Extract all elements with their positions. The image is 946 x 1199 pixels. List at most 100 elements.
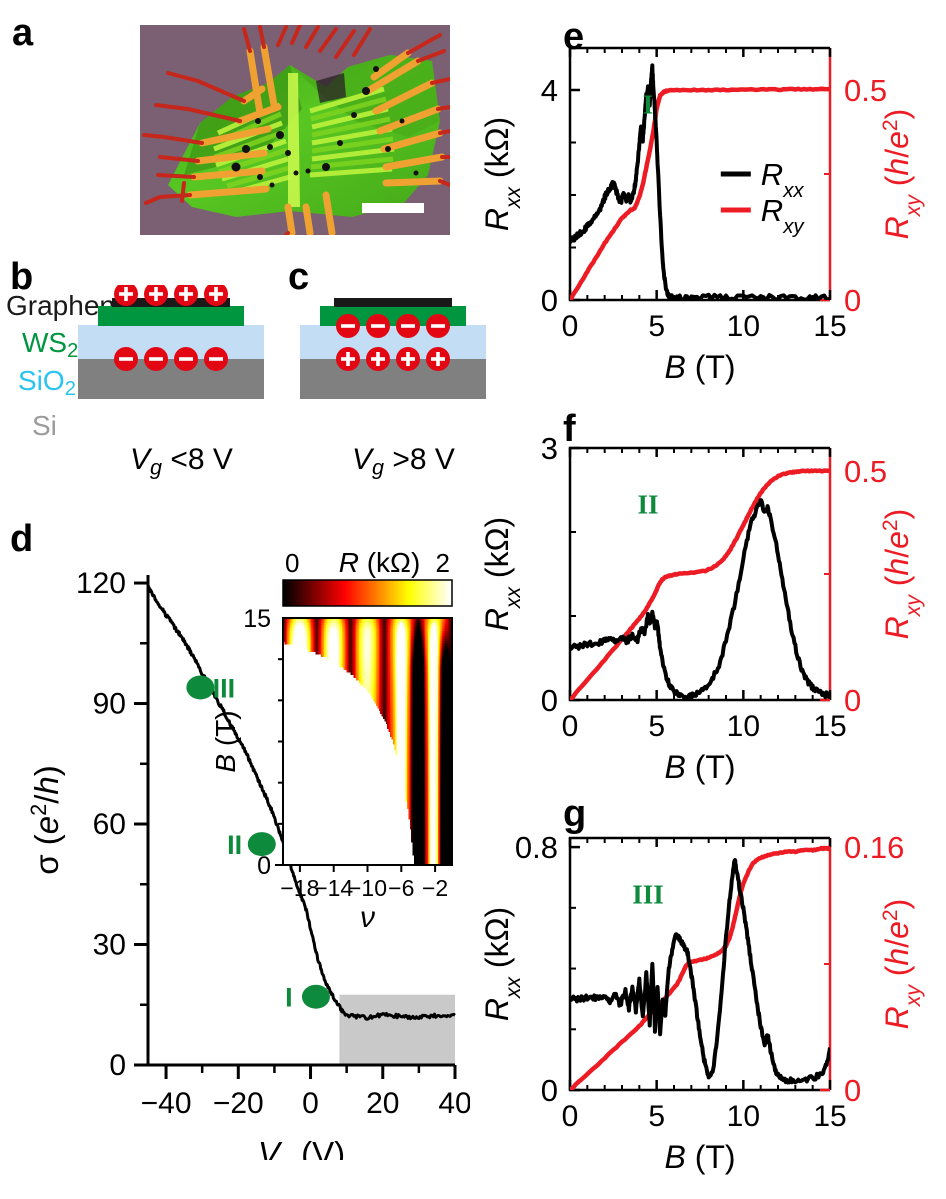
x-tick-label: −40 bbox=[141, 1087, 192, 1120]
y-tick-label: 4 bbox=[541, 73, 558, 108]
negative-charges-c bbox=[336, 314, 450, 338]
x-tick-label: 5 bbox=[648, 1100, 665, 1133]
x-tick-label: 10 bbox=[727, 310, 760, 343]
y-tick-label: 0.8 bbox=[515, 830, 558, 865]
panel_e-ylabel: Rxx (kΩ) bbox=[479, 117, 525, 231]
colorbar bbox=[282, 579, 453, 607]
si-layer-b bbox=[78, 359, 264, 399]
panel_e-green-label: I bbox=[643, 90, 654, 120]
panel_e-y2label: Rxy (h/e2) bbox=[879, 109, 925, 240]
sio2-layer-c bbox=[300, 325, 486, 359]
panel_g-y2label: Rxy (h/e2) bbox=[879, 899, 925, 1030]
panel_g-rxy-curve bbox=[570, 846, 830, 1090]
colorbar-min: 0 bbox=[285, 548, 299, 578]
sio2-layer-b bbox=[78, 325, 264, 359]
inset-y-tick-label-0: 0 bbox=[257, 852, 271, 880]
label-si: Si bbox=[32, 410, 57, 441]
y-tick-label: 60 bbox=[93, 808, 126, 841]
sigma-curve bbox=[146, 584, 456, 1021]
x-tick-label: 15 bbox=[813, 310, 846, 343]
panel_f-frame bbox=[568, 446, 830, 702]
panel_f-xlabel: B (T) bbox=[664, 749, 735, 785]
x-tick-label: −20 bbox=[213, 1087, 264, 1120]
ws2-layer-b bbox=[98, 306, 244, 326]
panel_f-green-label: II bbox=[637, 490, 658, 520]
y-tick-label: 90 bbox=[93, 688, 126, 721]
y-tick-label: 0 bbox=[541, 1073, 558, 1108]
y-tick-label: 120 bbox=[76, 567, 126, 600]
scale-bar bbox=[362, 203, 424, 213]
y2-tick-label: 0 bbox=[844, 683, 861, 718]
x-tick-label: 5 bbox=[648, 310, 665, 343]
panel_g-green-label: III bbox=[632, 880, 664, 910]
inset-x-tick-label: −6 bbox=[388, 875, 414, 901]
y2-tick-label: 0 bbox=[844, 1073, 861, 1108]
x-tick-label: 20 bbox=[366, 1087, 399, 1120]
y2-tick-label: 0.5 bbox=[844, 73, 887, 108]
y2-tick-label: 0 bbox=[844, 283, 861, 318]
panel-d-letter: d bbox=[10, 518, 34, 560]
panel-a-micrograph bbox=[140, 25, 450, 235]
panel-d-xlabel: Vg (V) bbox=[258, 1135, 345, 1160]
y-tick-label: 0 bbox=[541, 683, 558, 718]
inset-xlabel: ν bbox=[360, 901, 375, 934]
inset-x-tick-label: −2 bbox=[422, 875, 448, 901]
panel-e-chart: 0 5 10 15 0 4 0 0.5 I Rxx (kΩ) Rxy (h/e2) B (T) Rxx R… bbox=[470, 0, 946, 400]
x-tick-label: 15 bbox=[813, 710, 846, 743]
inset-x-tick-label: −14 bbox=[314, 875, 353, 901]
panel-d-ylabel: σ (e2/h) bbox=[26, 765, 66, 875]
legend-label-xx: Rxx bbox=[761, 157, 805, 202]
panel_f-y2label: Rxy (h/e2) bbox=[879, 509, 925, 640]
panel_e-rxx-curve bbox=[570, 63, 830, 300]
panel_g-rxx-curve bbox=[570, 858, 830, 1085]
panel-e-letter: e bbox=[563, 16, 585, 58]
panel-g-letter: g bbox=[563, 793, 587, 835]
panel_f-rxy-curve bbox=[570, 468, 830, 700]
x-tick-label: 0 bbox=[562, 1100, 579, 1133]
negative-charges-b bbox=[114, 347, 228, 371]
panel_f-ylabel: Rxx (kΩ) bbox=[479, 517, 525, 631]
x-tick-label: 10 bbox=[727, 710, 760, 743]
graphene-layer-b bbox=[112, 298, 230, 307]
inset-ylabel: B (T) bbox=[210, 710, 241, 772]
positive-charges-b bbox=[114, 285, 228, 306]
panel-b-condition: Vg <8 V bbox=[130, 443, 233, 480]
x-tick-label: 0 bbox=[302, 1087, 319, 1120]
marker-label-I: I bbox=[285, 983, 293, 1013]
panel-c-diagram bbox=[300, 285, 500, 445]
marker-dot-I bbox=[301, 984, 330, 1009]
x-tick-label: 15 bbox=[813, 1100, 846, 1133]
colorbar-max: 2 bbox=[436, 548, 450, 578]
label-ws2: WS2 bbox=[22, 327, 79, 363]
marker-dot-II bbox=[247, 832, 276, 857]
x-tick-label: 0 bbox=[562, 710, 579, 743]
panel-g-chart: 0 5 10 15 0 0.8 0 0.16 III Rxx (kΩ) Rxy (h/e2) B (T… bbox=[470, 790, 946, 1190]
inset-x-tick-label: −18 bbox=[280, 875, 319, 901]
panel_g-xlabel: B (T) bbox=[664, 1139, 735, 1175]
marker-label-III: III bbox=[213, 673, 236, 703]
marker-dot-III bbox=[186, 675, 215, 700]
y2-tick-label: 0.16 bbox=[844, 830, 904, 865]
si-layer-c bbox=[300, 359, 486, 399]
shaded-region bbox=[339, 994, 455, 1065]
device-micrograph-svg bbox=[140, 25, 450, 235]
panel_g-frame bbox=[568, 836, 830, 1092]
panel_f-rxx-curve bbox=[570, 498, 830, 700]
inset-y-tick-label-15: 15 bbox=[243, 605, 271, 633]
y-tick-label: 30 bbox=[93, 929, 126, 962]
stack-diagram-b bbox=[78, 285, 264, 399]
stack-diagram-c bbox=[300, 298, 486, 399]
y-tick-label: 0 bbox=[109, 1049, 126, 1082]
legend-label-xy: Rxy bbox=[761, 193, 806, 238]
x-tick-label: 0 bbox=[562, 310, 579, 343]
panel-f-letter: f bbox=[563, 408, 576, 450]
panel-a-letter: a bbox=[12, 12, 34, 54]
marker-label-II: II bbox=[227, 830, 242, 860]
x-tick-label: 5 bbox=[648, 710, 665, 743]
panel_e-frame bbox=[568, 46, 830, 302]
